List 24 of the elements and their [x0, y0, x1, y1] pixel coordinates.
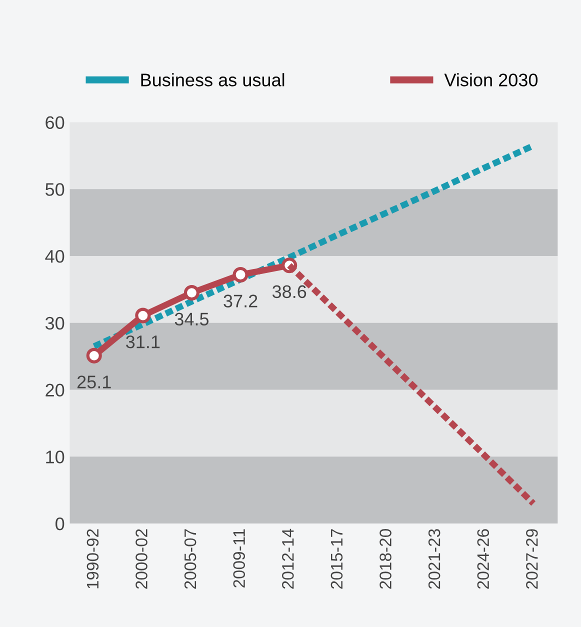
y-tick-label: 20	[46, 384, 64, 397]
x-tick-label: 2009-11	[233, 529, 246, 588]
data-label: 38.6	[272, 285, 306, 298]
x-tick-label: 2005-07	[184, 529, 196, 589]
x-tick-label: 2015-17	[330, 529, 343, 589]
y-tick-label: 50	[46, 183, 64, 196]
x-tick-label: 2027-29	[526, 529, 538, 589]
y-tick-label: 30	[45, 316, 64, 330]
data-label: 34.5	[174, 312, 209, 326]
legend-label: Vision 2030	[444, 73, 538, 86]
data-label: 25.1	[77, 376, 111, 388]
x-tick-label: 2021-23	[428, 529, 440, 589]
y-tick-label: 0	[56, 517, 64, 530]
x-tick-label: 2018-20	[380, 529, 392, 589]
x-tick-label: 2012-14	[282, 528, 294, 589]
y-tick-label: 60	[46, 116, 64, 129]
legend-label: Business as usual	[141, 73, 284, 86]
data-label: 31.1	[126, 335, 160, 348]
x-tick-label: 2024-26	[477, 529, 490, 589]
x-tick-label: 2000-02	[136, 529, 148, 589]
y-tick-label: 40	[45, 250, 64, 263]
y-tick-label: 10	[46, 450, 64, 464]
x-tick-label: 1990-92	[86, 529, 99, 588]
data-label: 37.2	[224, 294, 258, 308]
